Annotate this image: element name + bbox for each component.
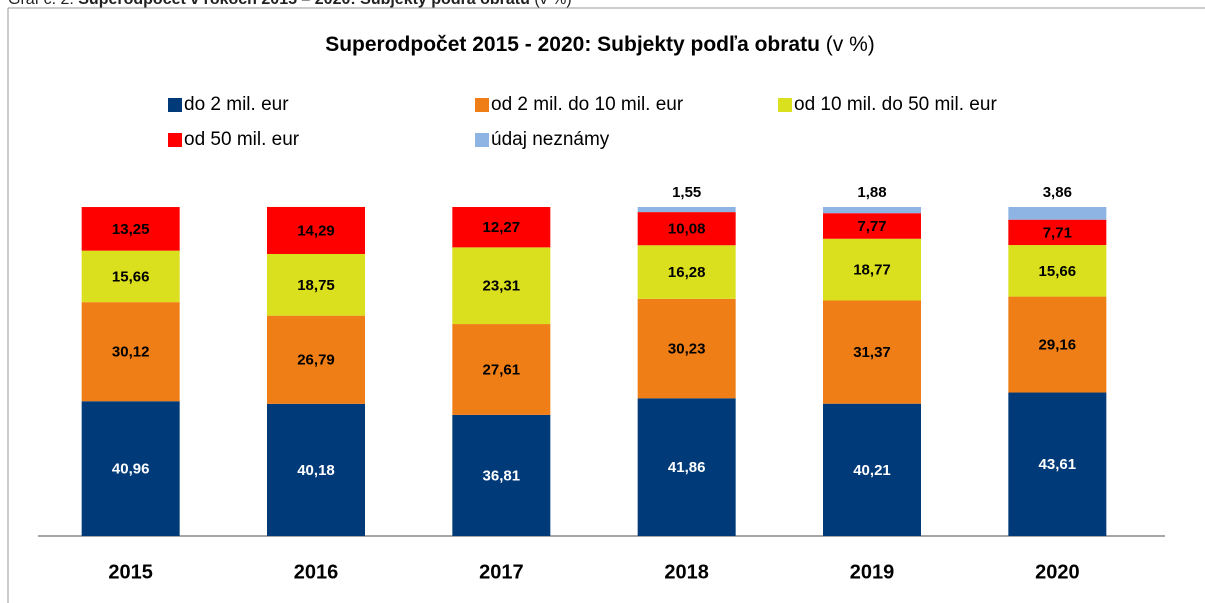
data-label: 31,37 <box>853 344 891 361</box>
data-label: 41,86 <box>668 459 706 476</box>
data-label: 15,66 <box>112 268 150 285</box>
x-tick-label: 2017 <box>479 561 524 583</box>
x-tick-label: 2019 <box>850 561 895 583</box>
data-label: 26,79 <box>297 352 335 369</box>
bar-segment <box>823 403 921 536</box>
data-label: 3,86 <box>1043 184 1072 201</box>
bar-segment <box>637 398 736 536</box>
data-label: 10,08 <box>668 221 706 238</box>
data-label: 13,25 <box>112 221 150 238</box>
bar-segment <box>637 245 736 299</box>
data-label: 30,12 <box>112 344 150 361</box>
data-label: 36,81 <box>483 467 521 484</box>
legend-label: od 2 mil. do 10 mil. eur <box>491 94 684 115</box>
bar-segment <box>267 253 365 316</box>
bar-segment <box>637 298 736 399</box>
data-label: 1,88 <box>857 184 886 201</box>
bar-segment <box>1008 296 1107 393</box>
x-tick-label: 2018 <box>664 561 709 583</box>
legend-swatch <box>168 98 182 112</box>
data-label: 40,18 <box>297 462 335 479</box>
data-label: 40,21 <box>853 462 891 479</box>
bar-segment <box>1008 392 1107 536</box>
bar-segment <box>81 302 180 402</box>
bar-segment <box>81 250 180 303</box>
legend-label: údaj neznámy <box>491 129 610 150</box>
caption-suffix: (v %) <box>534 0 571 8</box>
legend-label: do 2 mil. eur <box>184 94 289 115</box>
caption-bold: Superodpočet v rokoch 2015 – 2020: Subje… <box>78 0 530 8</box>
data-label: 40,96 <box>112 461 150 478</box>
data-label: 43,61 <box>1039 456 1077 473</box>
data-label: 18,77 <box>853 262 891 279</box>
x-tick-label: 2015 <box>108 561 153 583</box>
data-label: 18,75 <box>297 277 335 294</box>
data-label: 29,16 <box>1039 337 1077 354</box>
bar-segment <box>1008 219 1107 246</box>
bar-segment <box>823 207 921 214</box>
bar-segment <box>452 414 551 536</box>
legend-swatch <box>475 98 489 112</box>
bar-segment <box>637 212 736 246</box>
caption-prefix: Graf č. 2: <box>8 0 74 8</box>
bar-segment <box>267 206 365 254</box>
data-label: 7,77 <box>857 218 886 235</box>
x-tick-label: 2016 <box>294 561 339 583</box>
x-tick-label: 2020 <box>1035 561 1080 583</box>
chart-title: Superodpočet 2015 - 2020: Subjekty podľa… <box>325 33 875 56</box>
data-label: 15,66 <box>1039 263 1077 280</box>
caption: Graf č. 2: Superodpočet v rokoch 2015 – … <box>8 0 572 8</box>
legend-label: od 50 mil. eur <box>184 129 300 150</box>
bar-segment <box>452 207 551 248</box>
data-label: 14,29 <box>297 222 335 239</box>
bar-segment <box>452 247 551 325</box>
legend-label: od 10 mil. do 50 mil. eur <box>794 94 997 115</box>
bar-segment <box>823 300 921 404</box>
data-label: 30,23 <box>668 341 706 358</box>
title-main: Superodpočet 2015 - 2020: Subjekty podľa… <box>325 33 820 56</box>
bar-segment <box>637 207 736 213</box>
bar-segment <box>823 238 921 301</box>
bar-segment <box>267 403 365 536</box>
bar-segment <box>452 324 551 415</box>
bar-segment <box>1008 245 1107 297</box>
legend-swatch <box>778 98 792 112</box>
data-label: 23,31 <box>483 278 521 295</box>
data-label: 7,71 <box>1043 224 1072 241</box>
title-suffix: (v %) <box>826 33 875 56</box>
data-label: 27,61 <box>483 361 521 378</box>
bar-segment <box>1008 207 1107 220</box>
bar-segment <box>81 207 180 251</box>
data-label: 12,27 <box>483 219 521 236</box>
data-label: 16,28 <box>668 264 706 281</box>
legend-swatch <box>168 133 182 147</box>
legend-swatch <box>475 133 489 147</box>
bar-segment <box>823 213 921 239</box>
bar-segment <box>81 401 180 536</box>
data-label: 1,55 <box>672 184 701 201</box>
bar-segment <box>267 315 365 404</box>
